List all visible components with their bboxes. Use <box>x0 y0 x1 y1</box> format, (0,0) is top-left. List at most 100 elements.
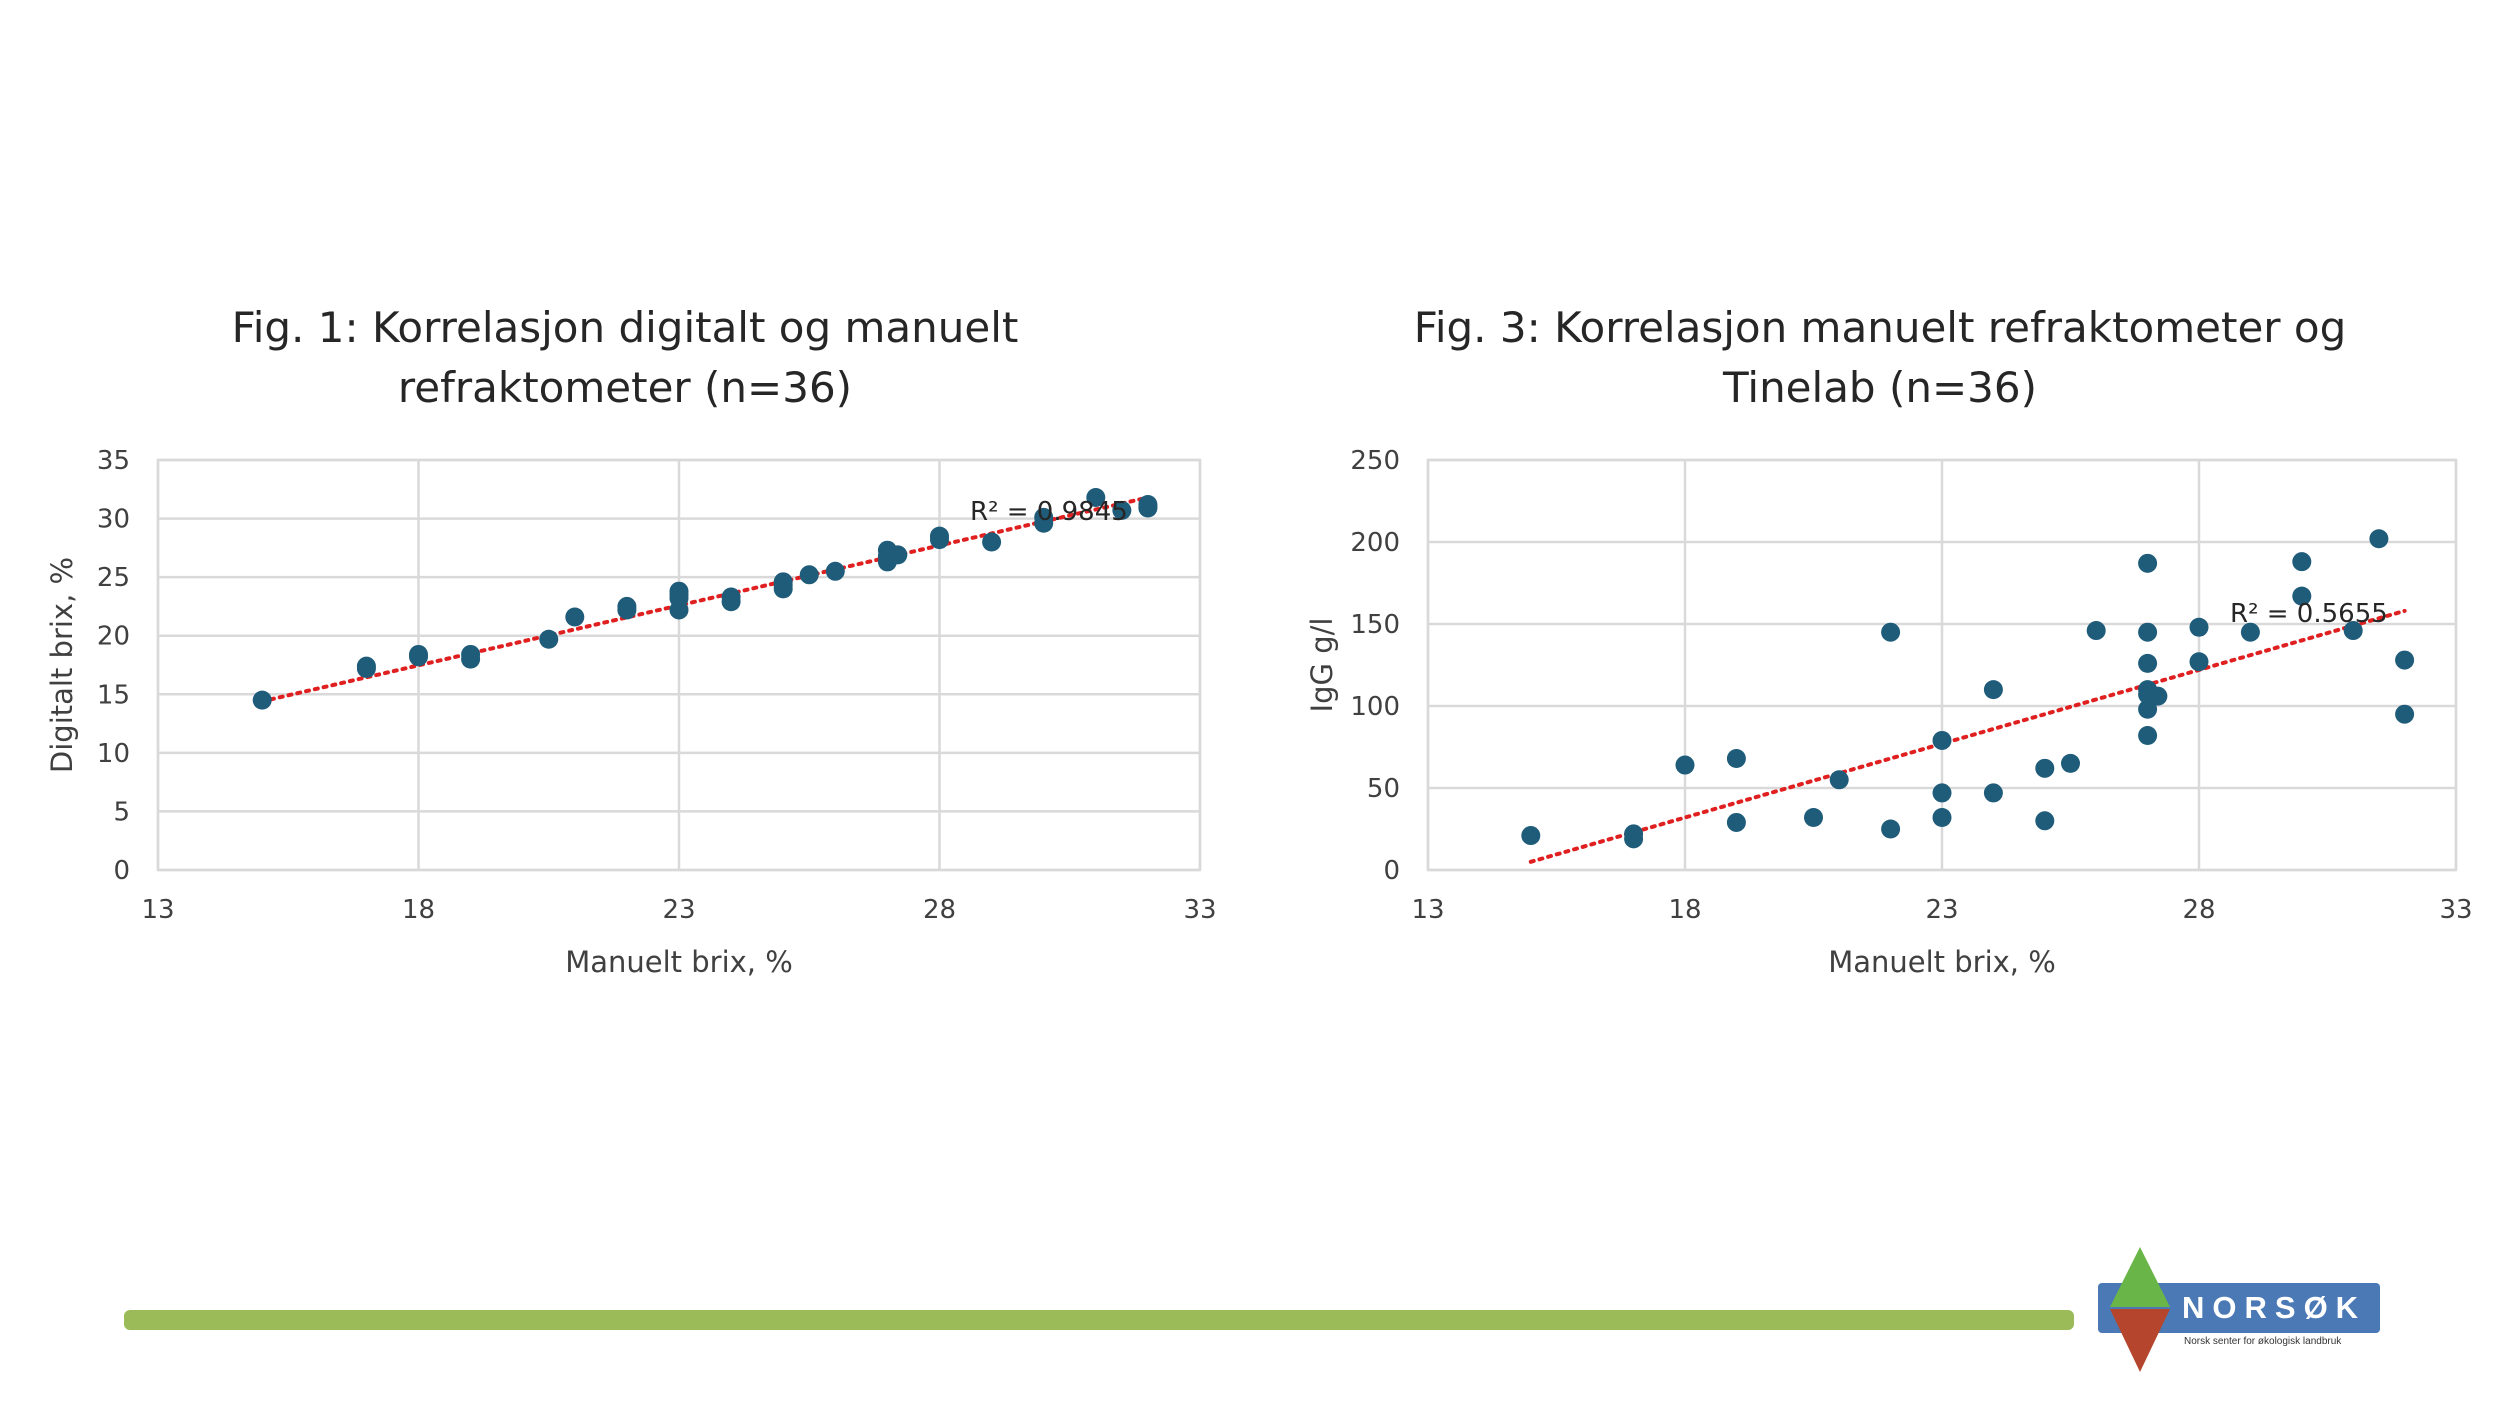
data-point <box>721 587 741 607</box>
y-tick-label: 35 <box>97 446 130 476</box>
plot-area-border <box>156 458 1202 872</box>
y-tick-label: 100 <box>1350 692 1400 722</box>
data-point <box>2035 758 2055 778</box>
x-tick-label: 28 <box>2182 895 2215 925</box>
trendline <box>1528 608 2407 864</box>
data-point <box>2189 617 2209 637</box>
chart-2: 0 50 100 150 200 250 13 18 23 28 33 Manuelt brix, %… <box>1305 446 2473 979</box>
data-point <box>2292 552 2312 572</box>
data-point <box>2240 622 2260 642</box>
data-point <box>1932 783 1952 803</box>
logo-triangles-icon <box>2110 1247 2170 1372</box>
y-tick-label: 15 <box>97 680 130 710</box>
data-point <box>1624 829 1644 849</box>
data-point <box>2138 699 2158 719</box>
y-axis-label: IgG g/l <box>1305 618 1339 713</box>
y-tick-label: 50 <box>1367 774 1400 804</box>
data-point <box>669 585 689 605</box>
data-point <box>1932 808 1952 828</box>
chart-1-title-line-1: Fig. 1: Korrelasjon digitalt og manuelt <box>231 303 1019 352</box>
data-point <box>1726 812 1746 832</box>
y-axis-label: Digitalt brix, % <box>45 557 79 773</box>
data-point <box>539 629 559 649</box>
data-point <box>2138 622 2158 642</box>
x-tick-label: 18 <box>1668 895 1701 925</box>
x-tick-label: 33 <box>1183 895 1216 925</box>
x-axis-label: Manuelt brix, % <box>1828 945 2056 979</box>
data-point <box>2086 621 2106 641</box>
y-tick-label: 0 <box>1383 856 1400 886</box>
y-tick-label: 10 <box>97 739 130 769</box>
data-point <box>2138 680 2158 700</box>
data-point <box>2138 653 2158 673</box>
data-point <box>2189 652 2209 672</box>
data-point <box>1804 808 1823 828</box>
data-point <box>825 561 845 581</box>
x-tick-label: 23 <box>662 895 695 925</box>
data-point <box>565 607 585 627</box>
data-point <box>1521 826 1541 846</box>
x-axis-label: Manuelt brix, % <box>565 945 793 979</box>
data-point <box>2138 553 2158 573</box>
data-point <box>1034 507 1054 527</box>
data-point <box>2061 753 2080 773</box>
data-point <box>2395 704 2415 724</box>
data-point <box>1675 755 1695 775</box>
data-point <box>2292 586 2312 606</box>
data-point <box>2395 650 2415 670</box>
y-tick-label: 20 <box>97 622 130 652</box>
x-tick-label: 18 <box>402 895 435 925</box>
norsok-logo: NORSØK Norsk senter for økologisk landbr… <box>2090 1245 2390 1380</box>
data-point <box>1138 497 1158 517</box>
data-point <box>773 575 793 595</box>
chart-1: 0 5 10 15 20 25 30 35 13 18 23 28 33 Manuelt brix, % D… <box>45 446 1217 979</box>
data-point <box>1829 770 1849 790</box>
x-tick-label: 13 <box>1411 895 1444 925</box>
chart-1-title-line-2: refraktometer (n=36) <box>397 363 853 412</box>
logo-name: NORSØK <box>2182 1290 2367 1325</box>
data-point <box>1086 487 1106 507</box>
data-point <box>252 690 272 710</box>
y-tick-label: 25 <box>97 563 130 593</box>
y-tick-label: 250 <box>1350 446 1400 476</box>
data-point <box>2343 621 2363 641</box>
data-point <box>1932 730 1952 750</box>
chart-2-title: Fig. 3: Korrelasjon manuelt refraktomete… <box>1330 298 2430 418</box>
data-point <box>888 545 908 565</box>
data-point <box>617 596 637 616</box>
footer-accent-bar <box>124 1310 2074 1330</box>
y-tick-label: 5 <box>113 797 130 827</box>
chart-2-title-line-2: Tinelab (n=36) <box>1723 363 2037 412</box>
data-point <box>1726 748 1746 768</box>
data-point <box>1983 680 2003 700</box>
chart-1-title: Fig. 1: Korrelasjon digitalt og manuelt … <box>100 298 1150 418</box>
data-point <box>982 532 1002 552</box>
y-tick-label: 200 <box>1350 528 1400 558</box>
r-squared-label: R² = 0.9845 <box>970 497 1128 527</box>
logo-tagline: Norsk senter for økologisk landbruk <box>2184 1336 2342 1347</box>
data-point <box>1983 783 2003 803</box>
data-point <box>1881 819 1901 839</box>
x-tick-label: 13 <box>141 895 174 925</box>
x-tick-label: 23 <box>1925 895 1958 925</box>
data-point <box>461 644 481 664</box>
data-point <box>799 565 819 585</box>
r-squared-label: R² = 0.5655 <box>2230 599 2388 629</box>
data-point <box>2369 529 2389 549</box>
y-tick-label: 0 <box>113 856 130 886</box>
x-tick-label: 33 <box>2439 895 2472 925</box>
data-point <box>2138 726 2158 746</box>
plot-area-border <box>1426 458 2458 872</box>
y-tick-label: 30 <box>97 505 130 535</box>
data-point <box>1112 500 1132 520</box>
data-point <box>1881 622 1901 642</box>
y-tick-label: 150 <box>1350 610 1400 640</box>
data-point <box>356 656 376 676</box>
trendline <box>260 495 1150 704</box>
data-point <box>930 526 949 546</box>
x-tick-label: 28 <box>923 895 956 925</box>
data-point <box>2035 811 2055 831</box>
data-point <box>409 644 428 664</box>
chart-2-title-line-1: Fig. 3: Korrelasjon manuelt refraktomete… <box>1413 303 2347 352</box>
